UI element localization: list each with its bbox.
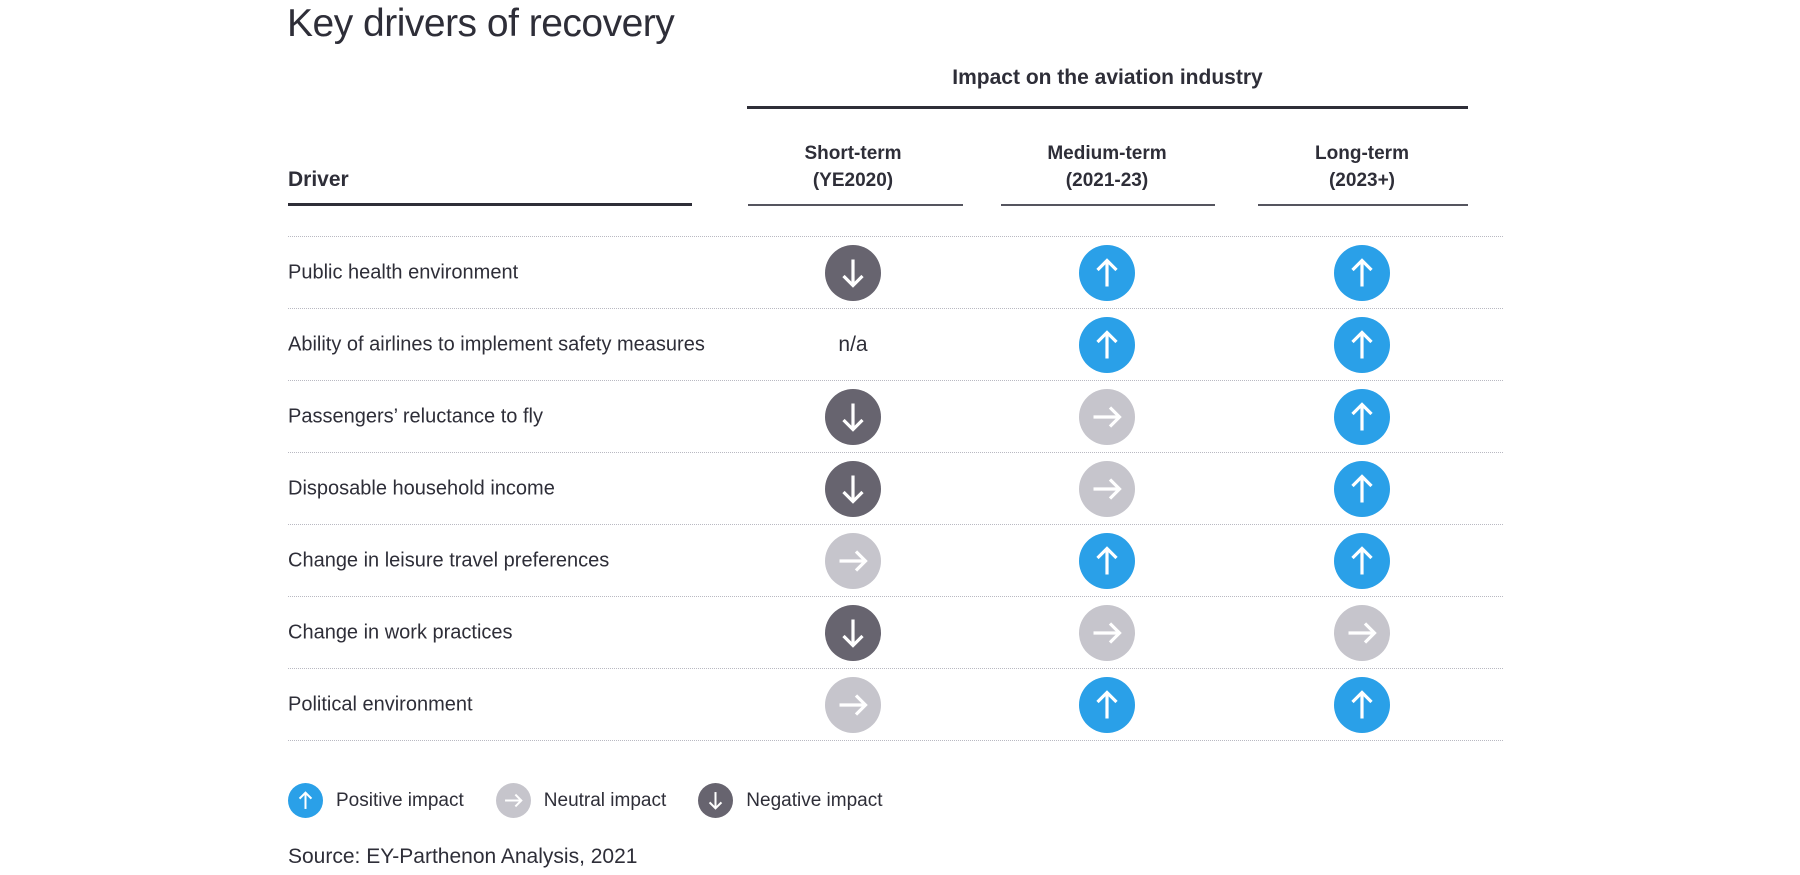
legend-item-neutral: Neutral impact <box>495 783 667 818</box>
column-underline-short-term <box>748 204 963 206</box>
positive-impact-icon <box>288 783 323 818</box>
positive-impact-icon <box>1334 676 1390 733</box>
legend-item-positive: Positive impact <box>288 783 464 818</box>
table-row: Passengers’ reluctance to fly <box>288 381 1503 453</box>
table-row: Change in work practices <box>288 597 1503 669</box>
page-title: Key drivers of recovery <box>287 2 675 45</box>
driver-column-header: Driver <box>288 168 349 191</box>
legend-label: Negative impact <box>746 789 883 811</box>
positive-impact-icon <box>1079 316 1135 373</box>
driver-label: Ability of airlines to implement safety … <box>288 333 705 355</box>
column-underline-long-term <box>1258 204 1468 206</box>
legend-label: Positive impact <box>336 789 464 811</box>
column-header-line2: (2023+) <box>1328 170 1396 191</box>
negative-impact-icon <box>825 388 881 445</box>
table-row: Public health environment <box>288 237 1503 309</box>
impact-group-underline <box>747 106 1468 109</box>
legend-label: Neutral impact <box>543 789 667 811</box>
positive-impact-icon <box>1334 388 1390 445</box>
impact-group-header: Impact on the aviation industry <box>952 66 1263 89</box>
table-row: Political environment <box>288 669 1503 741</box>
positive-impact-icon <box>1334 244 1390 301</box>
driver-label: Change in work practices <box>288 621 513 643</box>
negative-impact-icon <box>698 783 734 818</box>
negative-impact-icon <box>825 244 881 301</box>
positive-impact-icon <box>1079 676 1135 733</box>
neutral-impact-icon <box>825 532 881 589</box>
neutral-impact-icon <box>495 783 531 818</box>
table-row: Ability of airlines to implement safety … <box>288 309 1503 381</box>
legend: Positive impact Neutral impact Negative … <box>288 783 883 818</box>
column-header-line1: Medium-term <box>1047 143 1167 164</box>
positive-impact-icon <box>1079 244 1135 301</box>
negative-impact-icon <box>825 604 881 661</box>
driver-label: Change in leisure travel preferences <box>288 549 610 571</box>
column-header-medium-term: Medium-term (2021-23) <box>999 140 1215 194</box>
driver-column-underline <box>288 203 692 206</box>
column-underline-medium-term <box>1001 204 1215 206</box>
column-header-long-term: Long-term (2023+) <box>1254 140 1470 194</box>
neutral-impact-icon <box>825 676 881 733</box>
source-note: Source: EY-Parthenon Analysis, 2021 <box>288 845 638 868</box>
negative-impact-icon <box>825 460 881 517</box>
neutral-impact-icon <box>1079 460 1135 517</box>
driver-label: Political environment <box>288 693 473 715</box>
driver-label: Disposable household income <box>288 477 555 499</box>
driver-label: Public health environment <box>288 261 519 283</box>
positive-impact-icon <box>1334 532 1390 589</box>
positive-impact-icon <box>1334 316 1390 373</box>
drivers-table: Public health environment Ability of air… <box>288 236 1503 741</box>
neutral-impact-icon <box>1079 604 1135 661</box>
not-applicable-value: n/a <box>838 332 868 356</box>
neutral-impact-icon <box>1079 388 1135 445</box>
column-header-line2: (YE2020) <box>812 170 894 191</box>
positive-impact-icon <box>1079 532 1135 589</box>
column-header-line1: Long-term <box>1315 143 1409 164</box>
table-row: Disposable household income <box>288 453 1503 525</box>
driver-label: Passengers’ reluctance to fly <box>288 405 543 427</box>
table-row: Change in leisure travel preferences <box>288 525 1503 597</box>
neutral-impact-icon <box>1334 604 1390 661</box>
positive-impact-icon <box>1334 460 1390 517</box>
column-header-short-term: Short-term (YE2020) <box>745 140 961 194</box>
legend-item-negative: Negative impact <box>698 783 883 818</box>
column-header-line1: Short-term <box>804 143 902 164</box>
column-header-line2: (2021-23) <box>1065 170 1149 191</box>
